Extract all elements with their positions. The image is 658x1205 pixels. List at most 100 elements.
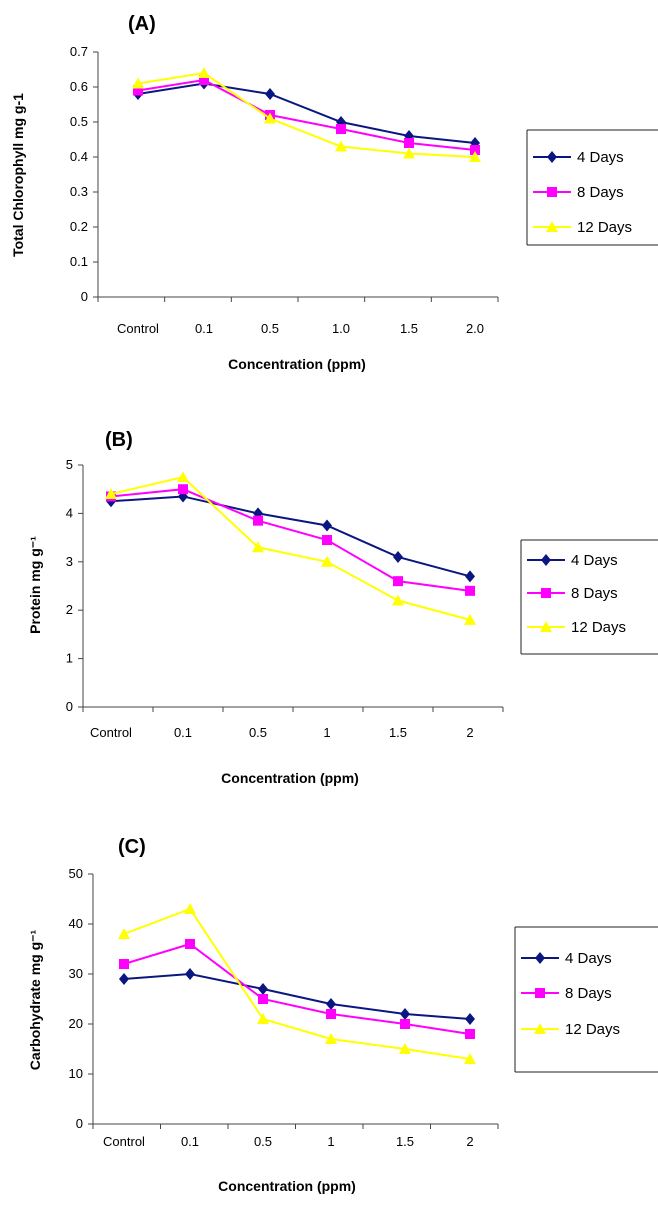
chart-a-x-axis-label: Concentration (ppm) [228, 356, 366, 372]
chart-b-data-point [465, 570, 475, 583]
chart-panel-b: (B) 0 1 2 3 4 5 Control 0.1 0.5 1 1.5 2 Concentration… [0, 400, 658, 800]
chart-b-x-tick-label: 0.5 [249, 725, 267, 740]
chart-a-y-tick-label: 0.3 [70, 184, 88, 199]
chart-c-data-point [400, 1019, 410, 1029]
chart-a-svg: (A) 0 0.1 0.2 0.3 0.4 0.5 0.6 0.7 Control 0.1 0.5 1.… [10, 13, 658, 372]
chart-b-x-axis-label: Concentration (ppm) [221, 770, 359, 786]
chart-a-x-tick-label: 1.5 [400, 321, 418, 336]
chart-b-data-point [465, 585, 475, 596]
chart-c-y-tick-label: 40 [69, 916, 83, 931]
chart-c-y-tick-label: 0 [76, 1116, 83, 1131]
chart-b-data-point [253, 515, 263, 526]
chart-c-legend-label: 4 Days [565, 950, 612, 967]
chart-c-x-tick-label: 0.1 [181, 1134, 199, 1149]
chart-a-data-point [133, 85, 143, 96]
chart-a-data-point [264, 112, 276, 124]
chart-a-data-point [132, 77, 144, 89]
chart-c-data-point [184, 903, 196, 914]
chart-a-legend-label: 4 Days [577, 149, 624, 166]
chart-c-x-tick-label: 1 [327, 1134, 334, 1149]
chart-b-data-point [177, 471, 189, 483]
chart-c-y-axis-label: Carbohydrate mg g⁻¹ [27, 929, 43, 1070]
chart-c-legend-marker [535, 952, 545, 964]
chart-b-x-tick-label: Control [90, 725, 132, 740]
chart-a-series-line [137, 78, 476, 151]
chart-c-data-point [326, 998, 336, 1010]
chart-a-data-point [403, 147, 415, 159]
chart-a-series-line [137, 71, 476, 158]
chart-b-y-axis-label: Protein mg g⁻¹ [27, 536, 43, 634]
chart-c-data-point [258, 983, 268, 995]
chart-b-svg: (B) 0 1 2 3 4 5 Control 0.1 0.5 1 1.5 2 Concentration… [27, 429, 658, 786]
chart-b-data-point [252, 541, 264, 553]
chart-c-data-point [119, 959, 129, 969]
chart-b-legend-marker [540, 621, 552, 632]
chart-b-legend-marker [541, 554, 551, 566]
chart-b-data-point [322, 519, 332, 532]
chart-c-data-point [465, 1013, 475, 1025]
chart-c-data-point [257, 1013, 269, 1024]
chart-a-y-tick-label: 0.1 [70, 254, 88, 269]
chart-b-data-point [464, 613, 476, 625]
chart-c-x-tick-label: 2 [466, 1134, 473, 1149]
chart-c-data-point [119, 973, 129, 985]
chart-a-data-point [199, 75, 209, 85]
chart-b-data-point [392, 594, 404, 606]
chart-c-data-point [399, 1043, 411, 1054]
chart-c-legend-label: 8 Days [565, 985, 612, 1002]
chart-b-legend-label: 8 Days [571, 585, 618, 602]
chart-b-legend-label: 12 Days [571, 619, 626, 636]
chart-b-y-tick-label: 0 [66, 699, 73, 714]
chart-c-y-tick-label: 50 [69, 866, 83, 881]
chart-b-series-line [110, 495, 471, 578]
chart-a-data-point [469, 151, 481, 162]
chart-panel-c: (C) 0 10 20 30 40 50 Control 0.1 0.5 1 1.5 2 Concentr… [0, 800, 658, 1205]
chart-c-y-tick-label: 30 [69, 966, 83, 981]
chart-c-x-tick-label: 0.5 [254, 1134, 272, 1149]
chart-a-legend-marker [547, 151, 557, 163]
chart-c-data-point [326, 1009, 336, 1019]
chart-a-y-tick-label: 0.2 [70, 219, 88, 234]
chart-b-x-tick-label: 1 [323, 725, 330, 740]
chart-b-legend-label: 4 Days [571, 552, 618, 569]
chart-c-y-tick-label: 10 [69, 1066, 83, 1081]
chart-b-y-tick-label: 3 [66, 554, 73, 569]
chart-a-y-axis-label: Total Chlorophyll mg g-1 [10, 93, 26, 257]
chart-b-data-point [393, 550, 403, 563]
chart-b-y-tick-label: 4 [66, 505, 73, 520]
chart-c-panel-label: (C) [118, 836, 146, 858]
chart-a-legend-label: 12 Days [577, 219, 632, 236]
chart-a-data-point [265, 88, 275, 100]
chart-a-data-point [335, 140, 347, 152]
chart-a-x-tick-label: 0.5 [261, 321, 279, 336]
chart-b-x-tick-label: 2 [466, 725, 473, 740]
chart-c-data-point [464, 1053, 476, 1064]
chart-c-data-point [185, 968, 195, 980]
chart-c-legend-label: 12 Days [565, 1021, 620, 1038]
chart-c-y-tick-label: 20 [69, 1016, 83, 1031]
chart-b-y-tick-label: 2 [66, 602, 73, 617]
chart-b-y-tick-label: 1 [66, 651, 73, 666]
chart-c-data-point [400, 1008, 410, 1020]
chart-b-legend-marker [541, 588, 551, 598]
chart-a-x-tick-label: 0.1 [195, 321, 213, 336]
chart-a-legend-label: 8 Days [577, 184, 624, 201]
chart-b-x-tick-label: 0.1 [174, 725, 192, 740]
chart-b-data-point [178, 484, 188, 495]
chart-c-series-line [123, 907, 471, 1060]
chart-a-y-tick-label: 0.6 [70, 79, 88, 94]
chart-a-data-point [198, 67, 210, 78]
chart-a-data-point [404, 138, 414, 148]
chart-c-x-tick-label: Control [103, 1134, 145, 1149]
chart-c-legend-marker [534, 1023, 546, 1034]
chart-c-svg: (C) 0 10 20 30 40 50 Control 0.1 0.5 1 1.5 2 Concentr… [27, 836, 658, 1194]
chart-a-series-line [137, 82, 476, 144]
chart-panel-a: (A) 0 0.1 0.2 0.3 0.4 0.5 0.6 0.7 Control 0.1 0.5 1.… [0, 0, 658, 395]
chart-c-x-tick-label: 1.5 [396, 1134, 414, 1149]
chart-c-data-point [465, 1029, 475, 1039]
chart-b-data-point [105, 488, 117, 500]
chart-a-panel-label: (A) [128, 13, 156, 35]
chart-a-y-tick-label: 0.4 [70, 149, 88, 164]
chart-b-data-point [178, 490, 188, 503]
chart-c-series-line [123, 942, 471, 1035]
